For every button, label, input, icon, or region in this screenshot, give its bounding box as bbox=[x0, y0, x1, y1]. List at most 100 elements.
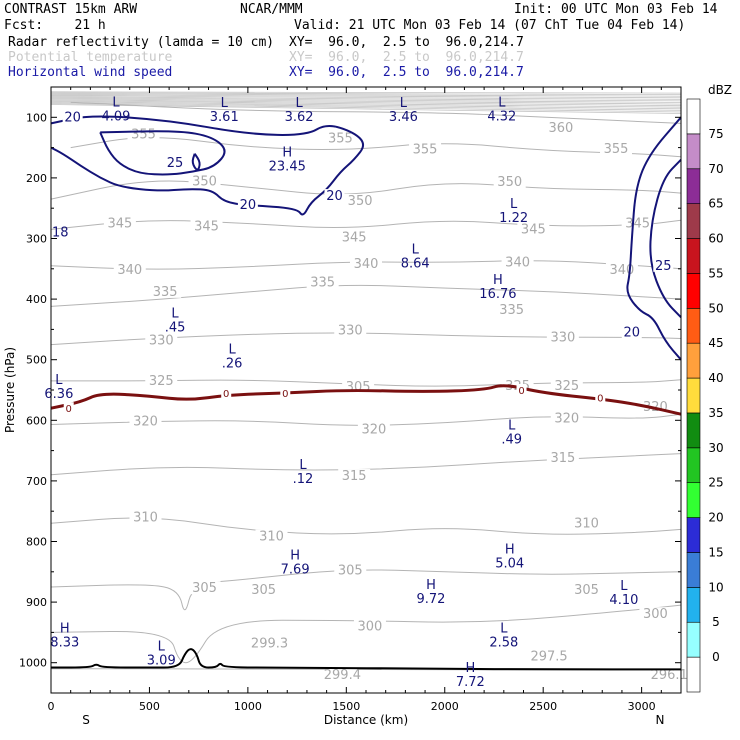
theta-label-bg bbox=[129, 510, 162, 524]
theta-contour-350 bbox=[50, 180, 682, 200]
extremum-type: L bbox=[299, 458, 307, 473]
y-tick-label: 400 bbox=[26, 293, 47, 306]
theta-contours: 360 355 355 355 355 350 350 350 345 345 345 345 345 3… bbox=[50, 91, 688, 683]
theta-label: 345 bbox=[521, 222, 546, 237]
theta-label-bg bbox=[145, 333, 178, 347]
theta-contour-335 bbox=[50, 284, 682, 307]
y-tick-label: 200 bbox=[26, 172, 47, 185]
x-tick-label: 0 bbox=[48, 700, 55, 713]
colorbar-swatch bbox=[686, 517, 701, 553]
extremum-value: 16.76 bbox=[479, 287, 516, 302]
theta-contour-upper bbox=[50, 95, 682, 100]
colorbar-level-label: 25 bbox=[708, 476, 723, 490]
wind-contour-25 bbox=[99, 130, 226, 176]
colorbar: 0 5 10 15 20 25 30 35 40 45 50 55 60 65 70 75 dBZ bbox=[686, 83, 732, 693]
theta-label-bg bbox=[550, 378, 583, 392]
theta-label-bg bbox=[546, 330, 579, 344]
colorbar-swatch bbox=[686, 133, 701, 170]
field-name-theta: Potential temperature bbox=[8, 50, 173, 65]
extremum-value: 1.22 bbox=[499, 211, 528, 226]
y-tick-label: 600 bbox=[26, 414, 47, 427]
extremum-value: 23.45 bbox=[269, 160, 306, 175]
colorbar-swatch bbox=[686, 342, 701, 379]
theta-label: 355 bbox=[328, 132, 353, 147]
theta-label: 350 bbox=[348, 194, 373, 209]
extremum-type: L bbox=[221, 96, 229, 111]
north-label: N bbox=[656, 713, 665, 727]
colorbar-swatch bbox=[686, 377, 701, 414]
theta-label-bg bbox=[306, 275, 339, 289]
x-tick-label: 2000 bbox=[431, 700, 459, 713]
colorbar-level-label: 65 bbox=[708, 197, 723, 211]
extremum-value: .45 bbox=[165, 320, 186, 335]
extremum-type: L bbox=[508, 418, 516, 433]
theta-contour-310 bbox=[50, 517, 682, 535]
init-time: Init: 00 UTC Mon 03 Feb 14 bbox=[514, 2, 718, 17]
wind-label: 20 bbox=[326, 189, 343, 204]
colorbar-level-label: 10 bbox=[708, 580, 723, 594]
theta-label: 320 bbox=[361, 422, 386, 437]
extremum-value: 2.58 bbox=[489, 635, 518, 650]
colorbar-level-label: 70 bbox=[708, 162, 723, 176]
theta-label-bg bbox=[103, 216, 136, 230]
theta-contour-360 bbox=[70, 101, 682, 124]
wind-label-bg bbox=[165, 155, 186, 169]
wind-contour-20 bbox=[50, 115, 365, 216]
theta-label: 310 bbox=[259, 530, 284, 545]
theta-label: 355 bbox=[131, 127, 156, 142]
theta-contour-upper bbox=[50, 98, 682, 105]
y-axis-label: Pressure (hPa) bbox=[3, 347, 17, 433]
extremum-value: 8.64 bbox=[401, 257, 430, 272]
wind-label: 20 bbox=[64, 110, 81, 125]
theta-label-bg bbox=[517, 222, 550, 236]
extremum-type: H bbox=[505, 543, 515, 558]
extremum-type: L bbox=[510, 197, 518, 212]
theta-label: 310 bbox=[133, 510, 158, 525]
theta-label: 340 bbox=[117, 263, 142, 278]
theta-label-bg bbox=[334, 563, 367, 577]
theta-label: 340 bbox=[505, 256, 530, 271]
y-tick-label: 1000 bbox=[19, 657, 47, 670]
theta-label-bg bbox=[600, 141, 633, 155]
freezing-label: 0 bbox=[597, 393, 603, 404]
colorbar-level-label: 30 bbox=[708, 441, 723, 455]
axes: 0 500 1000 1500 2000 2500 30001002003004005006… bbox=[19, 87, 681, 713]
field-xy-reflectivity: XY= 96.0, 2.5 to 96.0,214.7 bbox=[289, 35, 524, 50]
extremum-type: H bbox=[493, 273, 503, 288]
x-axis-label: Distance (km) bbox=[324, 713, 408, 727]
theta-label: 355 bbox=[604, 142, 629, 157]
theta-label-bg bbox=[621, 216, 654, 230]
theta-label: 340 bbox=[610, 263, 635, 278]
theta-contour-upper bbox=[50, 91, 682, 94]
colorbar-level-label: 20 bbox=[708, 511, 723, 525]
theta-label: 330 bbox=[338, 324, 363, 339]
theta-contour-345 bbox=[50, 219, 682, 230]
extremum-type: H bbox=[426, 578, 436, 593]
theta-label-bg bbox=[353, 619, 386, 633]
theta-label: 305 bbox=[338, 564, 363, 579]
theta-label-bg bbox=[639, 607, 672, 621]
theta-label: 330 bbox=[550, 330, 575, 345]
wind-contour-25 bbox=[191, 153, 201, 171]
theta-contour-upper bbox=[50, 104, 682, 114]
colorbar-unit: dBZ bbox=[708, 83, 732, 97]
freezing-label: 0 bbox=[66, 404, 72, 415]
extremum-value: 3.09 bbox=[147, 654, 176, 669]
extremum-type: H bbox=[60, 621, 70, 636]
theta-label: 297.5 bbox=[530, 650, 567, 665]
y-tick-label: 500 bbox=[26, 354, 47, 367]
theta-label-bg bbox=[533, 649, 566, 663]
theta-contour-upper bbox=[50, 97, 682, 103]
extremum-type: H bbox=[465, 661, 475, 676]
theta-contour-upper bbox=[50, 99, 682, 107]
theta-label: 325 bbox=[554, 379, 579, 394]
colorbar-swatch bbox=[686, 447, 701, 484]
theta-label-bg bbox=[501, 255, 534, 269]
wind-contours: 20 25 20 20 25 20 bbox=[50, 110, 682, 361]
freezing-label-bg bbox=[516, 384, 527, 395]
extremum-type: L bbox=[229, 343, 237, 358]
theta-label: 345 bbox=[625, 216, 650, 231]
theta-label: 355 bbox=[413, 142, 438, 157]
theta-label-bg bbox=[653, 667, 686, 681]
